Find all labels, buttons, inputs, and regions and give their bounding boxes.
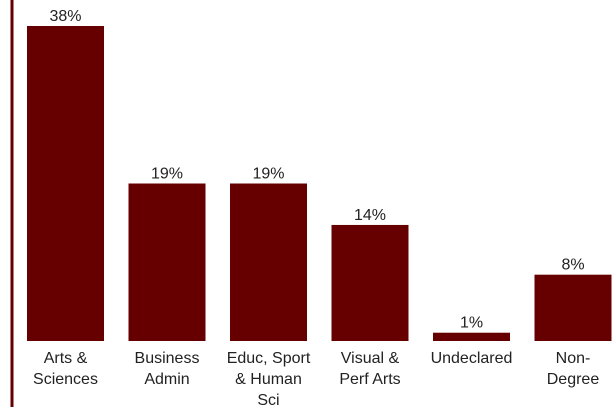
bar-3 (331, 224, 409, 341)
category-label-line: Sciences (33, 371, 98, 388)
value-label-2: 19% (252, 166, 284, 183)
value-labels-group: 38% 19% 19% 14% 1% 8% (49, 8, 584, 332)
category-label-line: Arts & (44, 350, 88, 367)
bar-5 (534, 274, 612, 341)
bar-2 (230, 183, 307, 341)
category-label-line: Business (135, 350, 200, 367)
category-label-5: Non- Degree (547, 350, 600, 388)
category-label-line: Perf Arts (339, 371, 400, 388)
bars-group (27, 26, 612, 341)
bar-1 (128, 183, 206, 341)
category-label-line: Admin (144, 371, 189, 388)
value-label-0: 38% (49, 8, 81, 25)
bar-0 (27, 26, 104, 341)
category-label-0: Arts & Sciences (33, 350, 98, 388)
category-label-line: Undeclared (431, 350, 513, 367)
category-labels-group: Arts & Sciences Business Admin Educ, Sport & … (33, 350, 599, 407)
category-label-line: Degree (547, 371, 600, 388)
category-label-line: & Human (235, 371, 302, 388)
value-label-1: 19% (151, 166, 183, 183)
value-label-3: 14% (354, 207, 386, 224)
value-label-4: 1% (460, 315, 483, 332)
category-label-line: Non- (556, 350, 591, 367)
category-label-line: Visual & (341, 350, 400, 367)
category-label-2: Educ, Sport & Human Sci (227, 350, 311, 407)
category-label-line: Educ, Sport (227, 350, 311, 367)
category-label-line: Sci (257, 392, 279, 407)
value-label-5: 8% (561, 257, 584, 274)
bar-4 (433, 332, 510, 341)
category-label-1: Business Admin (135, 350, 200, 388)
category-label-4: Undeclared (431, 350, 513, 367)
category-label-3: Visual & Perf Arts (339, 350, 400, 388)
